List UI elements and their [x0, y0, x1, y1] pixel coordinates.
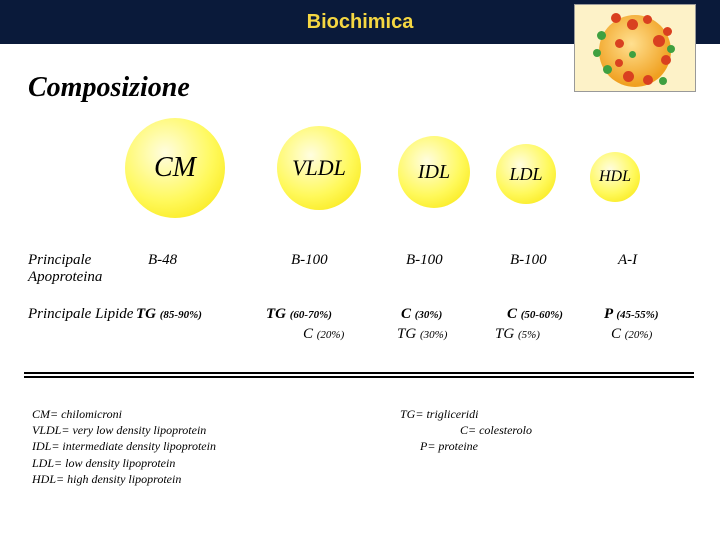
lip-vldl-sub-name: C [303, 326, 313, 342]
lip-vldl-sub-pct: (20%) [317, 329, 345, 341]
bubble-idl-label: IDL [418, 161, 450, 184]
bubble-hdl-label: HDL [599, 168, 631, 186]
lip-hdl-sub-name: C [611, 326, 621, 342]
bubble-hdl: HDL [590, 152, 640, 202]
apo-hdl: A-I [618, 252, 637, 269]
bubble-cm: CM [125, 118, 225, 218]
lip-vldl-main-name: TG [266, 306, 286, 322]
divider-top [24, 372, 694, 374]
row-apo-label: Principale Apoproteina [28, 252, 138, 285]
legend-left-1: VLDL= very low density lipoprotein [32, 422, 352, 438]
bubble-ldl: LDL [496, 144, 556, 204]
lip-idl-sub-name: TG [397, 326, 416, 342]
bubble-vldl-label: VLDL [292, 155, 346, 181]
lip-idl-main-pct: (30%) [415, 309, 443, 321]
bubble-idl: IDL [398, 136, 470, 208]
lip-idl-main: C (30%) [401, 306, 442, 323]
lip-idl-sub-pct: (30%) [420, 329, 448, 341]
lip-cm-main-name: TG [136, 306, 156, 322]
lip-ldl-sub-name: TG [495, 326, 514, 342]
lip-hdl-main: P (45-55%) [604, 306, 659, 323]
legend-left-0: CM= chilomicroni [32, 406, 352, 422]
legend-left: CM= chilomicroni VLDL= very low density … [32, 406, 352, 487]
legend-left-2: IDL= intermediate density lipoprotein [32, 438, 352, 454]
apo-ldl: B-100 [510, 252, 547, 269]
lip-vldl-main: TG (60-70%) [266, 306, 332, 323]
bubble-ldl-label: LDL [509, 164, 542, 185]
divider-bottom [24, 376, 694, 378]
lip-ldl-sub: TG (5%) [495, 326, 540, 343]
apo-idl: B-100 [406, 252, 443, 269]
bubble-vldl: VLDL [277, 126, 361, 210]
lip-ldl-main-name: C [507, 306, 517, 322]
lip-ldl-sub-pct: (5%) [518, 329, 540, 341]
lipoprotein-schematic [574, 4, 696, 92]
legend-right: TG= trigliceridi C= colesterolo P= prote… [400, 406, 660, 455]
lip-hdl-main-pct: (45-55%) [616, 309, 658, 321]
legend-right-1: C= colesterolo [400, 422, 660, 438]
header-title: Biochimica [307, 11, 414, 34]
legend-left-4: HDL= high density lipoprotein [32, 471, 352, 487]
lipoprotein-bubble-row: CM VLDL IDL LDL HDL [0, 116, 720, 226]
lip-cm-main: TG (85-90%) [136, 306, 202, 323]
lip-vldl-sub: C (20%) [303, 326, 344, 343]
apo-cm: B-48 [148, 252, 177, 269]
lip-ldl-main-pct: (50-60%) [521, 309, 563, 321]
lip-cm-main-pct: (85-90%) [160, 309, 202, 321]
lip-hdl-sub-pct: (20%) [625, 329, 653, 341]
lip-hdl-main-name: P [604, 306, 613, 322]
legend-right-2: P= proteine [400, 438, 660, 454]
lip-ldl-main: C (50-60%) [507, 306, 563, 323]
bubble-cm-label: CM [154, 152, 196, 184]
lip-idl-sub: TG (30%) [397, 326, 447, 343]
row-lip-label: Principale Lipide [28, 306, 138, 323]
lip-idl-main-name: C [401, 306, 411, 322]
lip-hdl-sub: C (20%) [611, 326, 652, 343]
legend-right-0: TG= trigliceridi [400, 406, 660, 422]
legend-left-3: LDL= low density lipoprotein [32, 455, 352, 471]
apo-vldl: B-100 [291, 252, 328, 269]
lip-vldl-main-pct: (60-70%) [290, 309, 332, 321]
